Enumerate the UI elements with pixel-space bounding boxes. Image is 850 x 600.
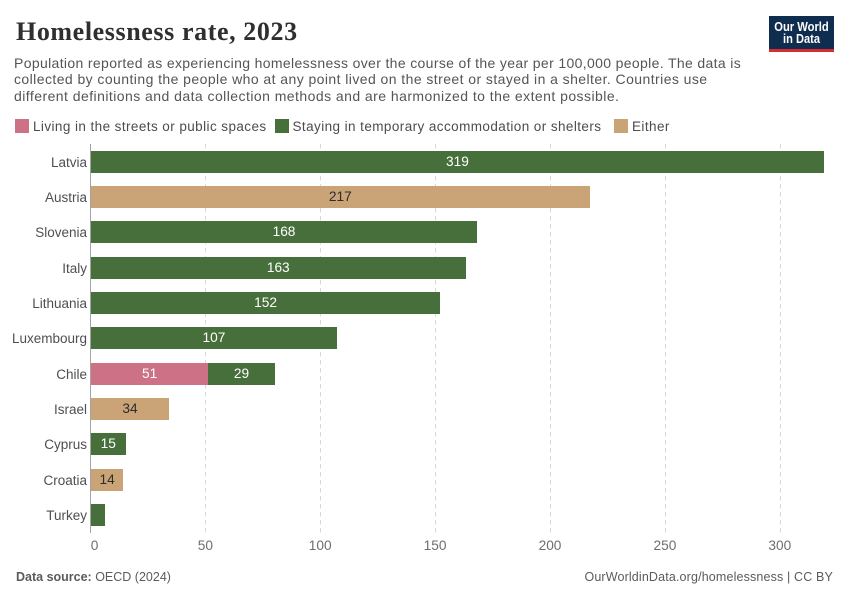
svg-text:in Data: in Data [783,31,821,46]
svg-text:Our World: Our World [774,19,829,34]
